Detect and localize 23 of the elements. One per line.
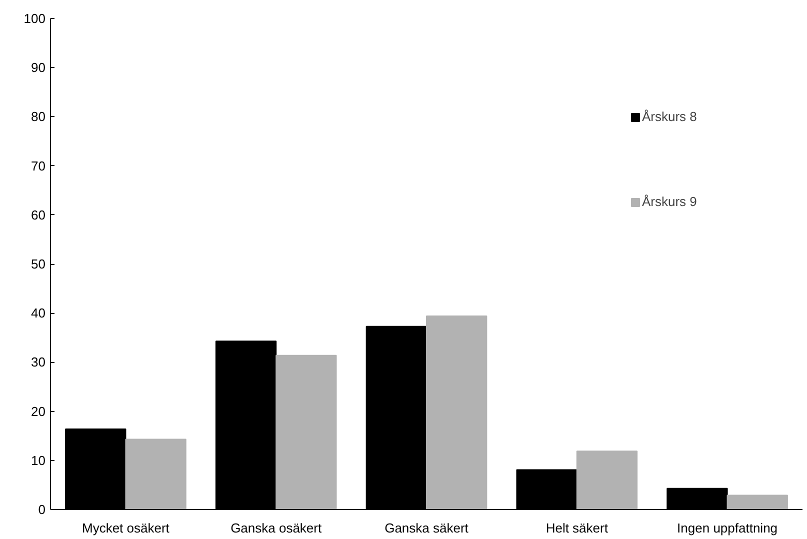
bar [726, 494, 788, 510]
y-tick-label: 60 [31, 207, 46, 222]
legend-label: Årskurs 8 [642, 109, 697, 124]
x-tick-label: Ganska osäkert [230, 520, 322, 536]
y-tick-label: 90 [31, 60, 46, 76]
x-tick-label: Helt säkert [546, 520, 608, 536]
y-tick-label: 30 [31, 354, 46, 370]
y-tick-label: 100 [24, 11, 46, 26]
bar [576, 450, 638, 510]
bar [276, 354, 337, 510]
y-tick-label: 20 [31, 404, 46, 419]
y-tick-label: 10 [31, 452, 46, 468]
y-tick-label: 70 [31, 158, 46, 174]
bar [125, 438, 186, 510]
y-tick-label: 40 [31, 306, 46, 321]
x-tick-label: Ingen uppfattning [677, 520, 778, 536]
bar [426, 316, 488, 510]
y-tick-label: 50 [31, 256, 46, 272]
x-tick-label: Mycket osäkert [82, 520, 170, 536]
y-tick-label: 0 [38, 502, 46, 517]
legend-label: Årskurs 9 [642, 194, 697, 209]
y-tick-label: 80 [31, 109, 46, 124]
x-tick-label: Ganska säkert [384, 520, 469, 536]
